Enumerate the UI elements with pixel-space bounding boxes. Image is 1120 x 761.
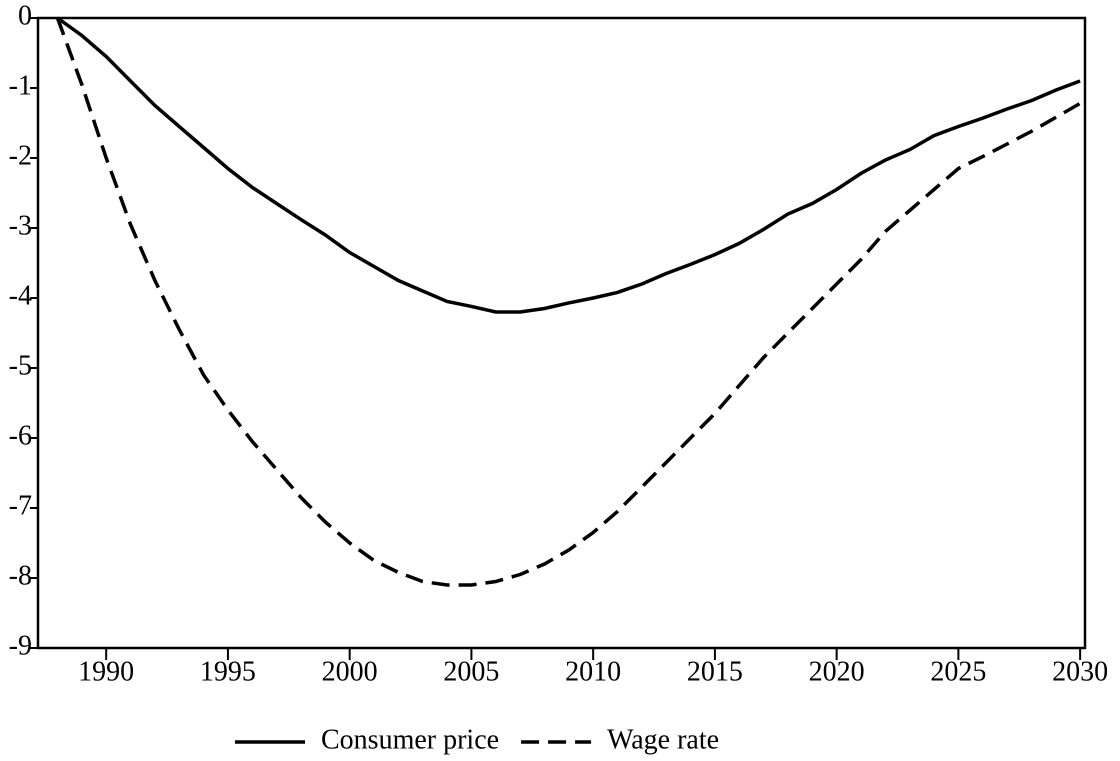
y-tick-label: -3 <box>9 210 32 241</box>
y-tick-label: -5 <box>9 350 32 381</box>
y-tick-label: -6 <box>9 420 32 451</box>
x-tick-label: 1990 <box>78 656 134 687</box>
y-tick-label: -8 <box>9 560 32 591</box>
x-tick-label: 2015 <box>687 656 743 687</box>
x-tick-label: 2000 <box>322 656 378 687</box>
y-tick-label: -7 <box>9 490 32 521</box>
x-tick-label: 2030 <box>1052 656 1108 687</box>
series-line <box>56 16 1081 314</box>
x-tick-label: 2020 <box>809 656 865 687</box>
y-tick-label: -4 <box>9 280 32 311</box>
legend-label: Consumer price <box>321 724 499 755</box>
series-line <box>55 17 1081 587</box>
plot-frame <box>36 16 1087 650</box>
y-tick-label: 0 <box>18 0 32 31</box>
x-tick-label: 2005 <box>443 656 499 687</box>
y-tick-label: -2 <box>9 140 32 171</box>
x-tick-label: 2010 <box>565 656 621 687</box>
y-tick-label: -1 <box>9 70 32 101</box>
y-tick-label: -9 <box>9 630 32 661</box>
x-tick-label: 1995 <box>200 656 256 687</box>
legend-label: Wage rate <box>607 724 719 755</box>
x-tick-label: 2025 <box>930 656 986 687</box>
